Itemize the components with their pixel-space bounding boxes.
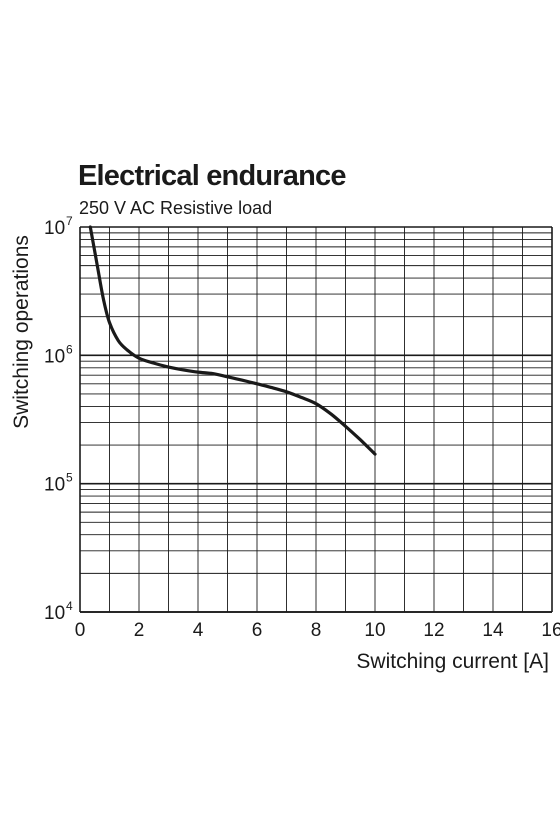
y-axis-label: Switching operations: [10, 235, 33, 429]
x-gridlines: [79, 227, 553, 613]
x-tick-label: 12: [423, 620, 444, 641]
y-tick-exponent: 5: [66, 471, 73, 485]
x-tick-label: 8: [311, 620, 322, 641]
y-tick-exponent: 7: [66, 214, 73, 228]
endurance-curve: [88, 225, 377, 456]
y-tick-exponent: 6: [66, 342, 73, 356]
y-tick-exponent: 4: [66, 599, 73, 613]
chart-subtitle: 250 V AC Resistive load: [79, 198, 273, 218]
chart-title: Electrical endurance: [78, 160, 346, 192]
x-tick-label: 10: [364, 620, 385, 641]
x-tick-label: 4: [193, 620, 204, 641]
y-tick-label: 10: [44, 475, 65, 496]
x-tick-label: 0: [75, 620, 86, 641]
x-axis-label: Switching current [A]: [356, 650, 549, 673]
y-tick-label: 10: [44, 603, 65, 624]
x-tick-label: 6: [252, 620, 263, 641]
y-tick-label: 10: [44, 218, 65, 239]
x-tick-labels: 0 2 4 6 8 10 12 14 16: [75, 620, 560, 641]
series-layer: [88, 225, 377, 456]
x-tick-label: 2: [134, 620, 145, 641]
x-tick-label: 14: [482, 620, 504, 641]
y-tick-label: 10: [44, 346, 65, 367]
x-tick-label: 16: [541, 620, 560, 641]
